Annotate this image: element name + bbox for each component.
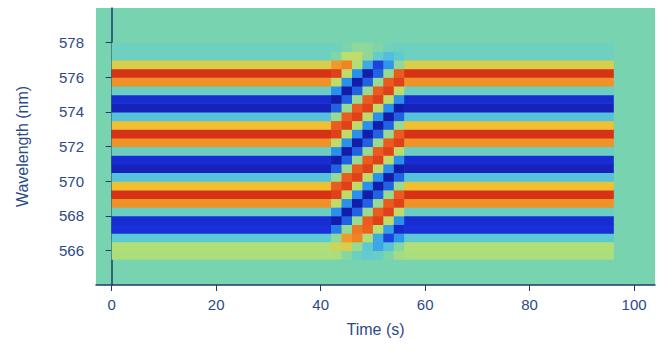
svg-text:80: 80 (521, 296, 538, 313)
svg-text:566: 566 (59, 242, 84, 259)
svg-text:60: 60 (417, 296, 434, 313)
svg-text:40: 40 (312, 296, 329, 313)
svg-text:576: 576 (59, 69, 84, 86)
svg-text:Time (s): Time (s) (346, 321, 404, 338)
svg-text:572: 572 (59, 138, 84, 155)
svg-text:0: 0 (108, 296, 116, 313)
svg-text:20: 20 (208, 296, 225, 313)
svg-text:Wavelength (nm): Wavelength (nm) (14, 86, 31, 207)
svg-text:568: 568 (59, 207, 84, 224)
svg-text:570: 570 (59, 173, 84, 190)
svg-text:574: 574 (59, 103, 84, 120)
svg-text:578: 578 (59, 34, 84, 51)
svg-text:100: 100 (622, 296, 647, 313)
